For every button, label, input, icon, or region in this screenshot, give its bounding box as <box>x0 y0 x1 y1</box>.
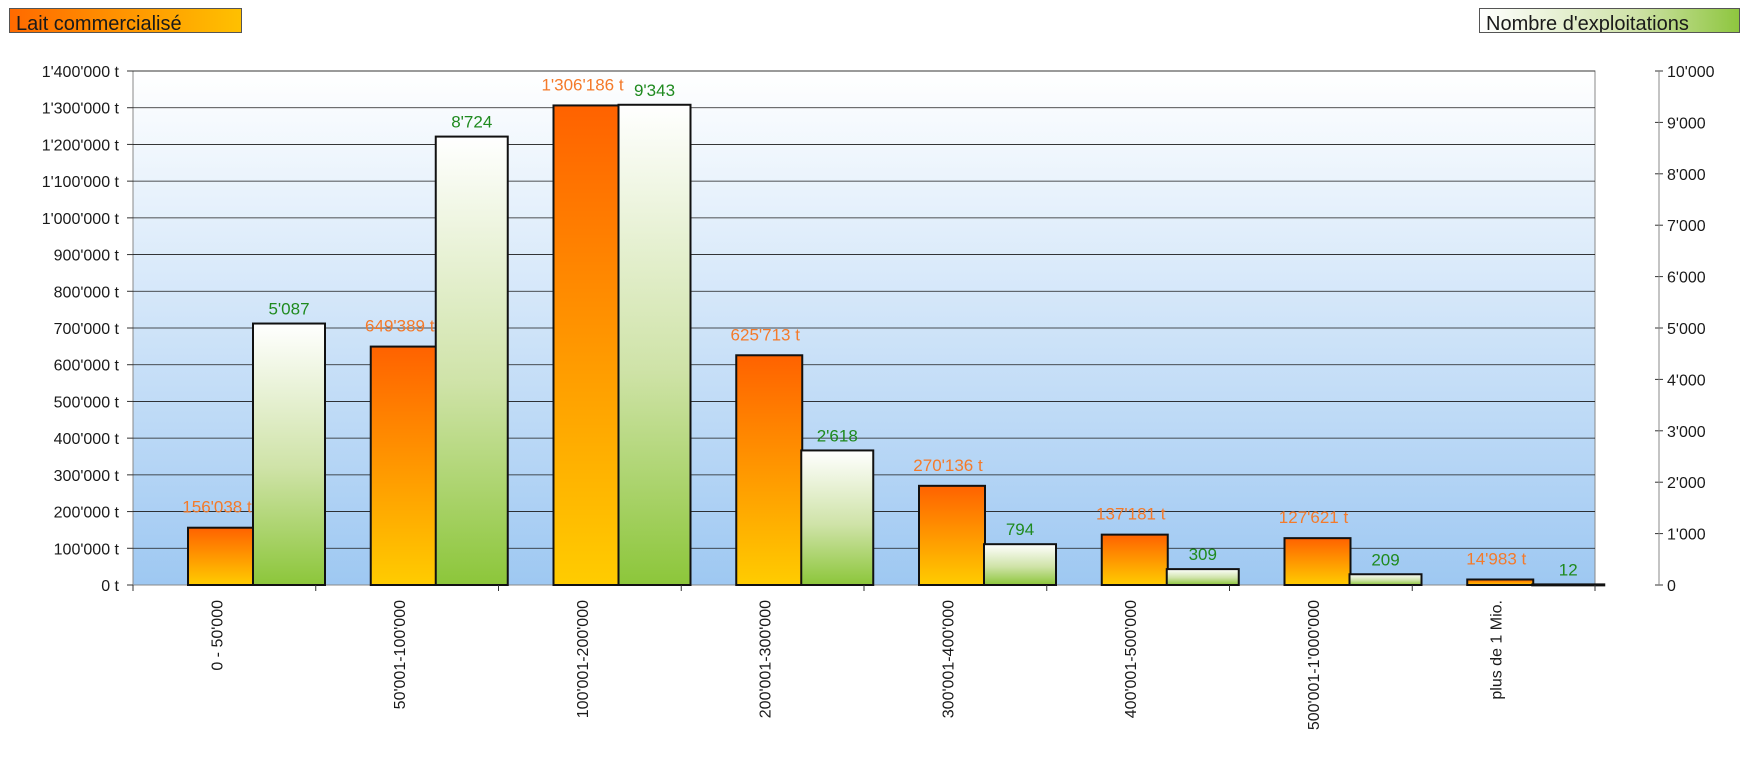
bars <box>187 103 1606 587</box>
left-tick-label: 300'000 t <box>54 468 120 485</box>
bar-lait-commercialise <box>369 345 438 587</box>
bar-nombre-exploitations <box>617 103 692 586</box>
bar-lait-commercialise <box>1100 533 1169 586</box>
data-label-farms: 5'087 <box>268 300 309 319</box>
bar-lait-commercialise <box>552 104 621 586</box>
right-tick-label: 0 <box>1667 578 1676 595</box>
data-label-farms: 8'724 <box>451 113 492 132</box>
bar-lait-commercialise <box>1466 578 1535 586</box>
right-tick-label: 2'000 <box>1667 475 1706 492</box>
data-label-farms: 2'618 <box>817 426 858 445</box>
bar-nombre-exploitations <box>1165 568 1240 586</box>
data-label-farms: 9'343 <box>634 81 675 100</box>
left-tick-label: 1'400'000 t <box>42 64 120 81</box>
left-tick-label: 1'300'000 t <box>42 101 120 118</box>
left-tick-label: 800'000 t <box>54 284 120 301</box>
left-tick-label: 700'000 t <box>54 321 120 338</box>
bar-nombre-exploitations <box>252 322 326 586</box>
right-tick-label: 9'000 <box>1667 115 1706 132</box>
bar-nombre-exploitations <box>983 543 1057 587</box>
category-label: 300'001-400'000 <box>940 600 957 718</box>
data-label-milk: 270'136 t <box>913 456 983 475</box>
right-tick-label: 4'000 <box>1667 372 1706 389</box>
data-label-farms: 309 <box>1189 545 1217 564</box>
bar-lait-commercialise <box>918 484 986 587</box>
left-tick-label: 1'100'000 t <box>42 174 120 191</box>
category-label: 0 - 50'000 <box>209 600 226 671</box>
right-tick-label: 7'000 <box>1667 218 1706 235</box>
bar-nombre-exploitations <box>1531 583 1606 587</box>
data-label-milk: 127'621 t <box>1279 508 1349 527</box>
axes: 0 t 100'000 t 200'000 t 300'000 t 400'000 t 5… <box>42 64 1715 595</box>
bar-nombre-exploitations <box>1348 573 1423 586</box>
data-label-milk: 14'983 t <box>1466 549 1526 568</box>
legend-lait-commercialise: Lait commercialisé <box>9 8 242 33</box>
data-label-milk: 156'038 t <box>182 498 252 517</box>
legend-nombre-exploitations: Nombre d'exploitations <box>1479 8 1740 33</box>
bar-lait-commercialise <box>735 354 804 587</box>
right-tick-label: 8'000 <box>1667 167 1706 184</box>
data-label-milk: 137'181 t <box>1096 505 1166 524</box>
left-tick-label: 1'000'000 t <box>42 211 120 228</box>
category-label: 200'001-300'000 <box>758 600 775 718</box>
left-tick-label: 600'000 t <box>54 358 120 375</box>
data-label-farms: 209 <box>1371 550 1399 569</box>
left-tick-label: 0 t <box>101 578 119 595</box>
left-tick-label: 900'000 t <box>54 248 120 265</box>
data-label-milk: 625'713 t <box>731 325 801 344</box>
left-tick-label: 1'200'000 t <box>42 137 120 154</box>
left-tick-label: 400'000 t <box>54 431 120 448</box>
left-tick-label: 500'000 t <box>54 394 120 411</box>
left-tick-label: 100'000 t <box>54 541 120 558</box>
data-labels: 156'038 t 5'087 0 - 50'000 649'389 t 8'724 50… <box>182 75 1577 730</box>
legend-label-farms: Nombre d'exploitations <box>1486 13 1689 33</box>
bar-nombre-exploitations <box>434 135 509 586</box>
category-label: 100'001-200'000 <box>575 600 592 718</box>
category-label: 500'001-1'000'000 <box>1306 600 1323 730</box>
category-label: 50'001-100'000 <box>392 600 409 709</box>
bar-lait-commercialise <box>1283 537 1352 586</box>
right-tick-label: 5'000 <box>1667 321 1706 338</box>
legend-label-milk: Lait commercialisé <box>16 13 182 33</box>
bar-nombre-exploitations <box>800 449 875 587</box>
left-tick-label: 200'000 t <box>54 505 120 522</box>
right-tick-label: 3'000 <box>1667 424 1706 441</box>
right-tick-label: 1'000 <box>1667 527 1706 544</box>
category-label: plus de 1 Mio. <box>1489 600 1506 700</box>
data-label-milk: 1'306'186 t <box>541 75 623 94</box>
right-tick-label: 6'000 <box>1667 270 1706 287</box>
right-tick-label: 10'000 <box>1667 64 1715 81</box>
data-label-farms: 794 <box>1006 520 1034 539</box>
category-label: 400'001-500'000 <box>1123 600 1140 718</box>
bar-lait-commercialise <box>187 526 255 587</box>
data-label-farms: 12 <box>1559 560 1578 579</box>
data-label-milk: 649'389 t <box>365 317 435 336</box>
